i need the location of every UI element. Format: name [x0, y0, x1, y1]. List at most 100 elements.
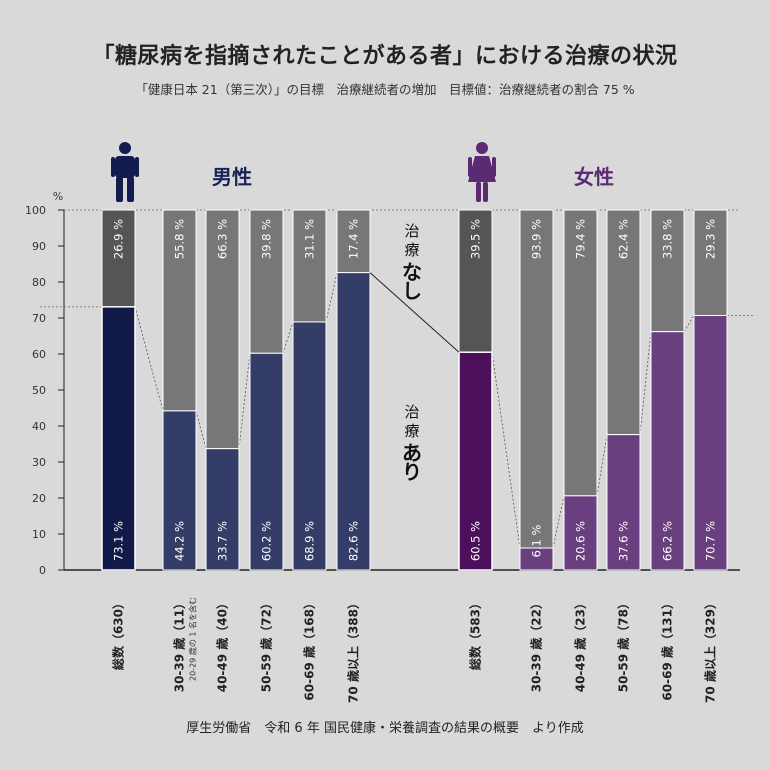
connector-line: [195, 410, 207, 449]
connector-line: [491, 352, 521, 549]
connector-line: [238, 353, 251, 449]
female-icon: [468, 142, 496, 202]
category-label: 60-69 歳（168）: [302, 597, 317, 701]
series-label-char: し: [402, 279, 422, 303]
treated-value-label: 33.7 %: [216, 521, 230, 561]
untreated-segment: [292, 209, 327, 323]
series-label-char: あ: [402, 441, 422, 465]
connector-line: [596, 434, 608, 496]
treated-segment: [336, 272, 371, 571]
female-bar-3: 20.6 % 79.4 % 40-49 歳（23）: [563, 209, 598, 692]
untreated-value-label: 26.9 %: [112, 219, 126, 259]
untreated-value-label: 39.8 %: [260, 219, 274, 259]
y-axis-unit: %: [53, 190, 63, 203]
untreated-segment: [519, 209, 554, 549]
series-label-char: り: [402, 460, 422, 484]
untreated-value-label: 17.4 %: [347, 219, 361, 259]
untreated-segment: [205, 209, 240, 450]
male-bar-1: 73.1 % 26.9 % 総数（630）: [101, 209, 136, 670]
female-heading: 女性: [574, 165, 614, 189]
connector-line: [282, 321, 294, 354]
treated-value-label: 44.2 %: [173, 521, 187, 561]
source-note: 厚生労働省 令和 6 年 国民健康・栄養調査の結果の概要 より作成: [186, 721, 584, 736]
treated-segment: [162, 410, 197, 571]
treated-segment: [563, 495, 598, 571]
untreated-value-label: 39.5 %: [469, 219, 483, 259]
treated-value-label: 6.1 %: [530, 524, 544, 557]
male-icon: [111, 142, 139, 202]
untreated-value-label: 79.4 %: [574, 219, 588, 259]
category-label: 50-59 歳（72）: [259, 597, 274, 692]
y-tick-label: 50: [32, 384, 46, 397]
untreated-segment: [563, 209, 598, 497]
treated-value-label: 60.5 %: [469, 521, 483, 561]
treated-segment: [519, 547, 554, 571]
female-bar-5: 66.2 % 33.8 % 60-69 歳（131）: [650, 209, 685, 701]
untreated-segment: [336, 209, 371, 274]
y-tick-label: 40: [32, 420, 46, 433]
male-bar-5: 68.9 % 31.1 % 60-69 歳（168）: [292, 209, 327, 701]
connector-line: [639, 331, 652, 435]
untreated-value-label: 31.1 %: [303, 219, 317, 259]
untreated-value-label: 66.3 %: [216, 219, 230, 259]
female-bar-6: 70.7 % 29.3 % 70 歳以上（329）: [693, 209, 728, 703]
category-label: 40-49 歳（23）: [573, 597, 588, 692]
y-tick-label: 70: [32, 312, 46, 325]
y-tick-label: 90: [32, 240, 46, 253]
treated-value-label: 20.6 %: [574, 521, 588, 561]
series-label-char: 治: [404, 222, 419, 240]
y-tick-label: 60: [32, 348, 46, 361]
y-tick-label: 0: [39, 564, 46, 577]
untreated-value-label: 62.4 %: [617, 219, 631, 259]
group-connector-line: [369, 272, 460, 353]
treated-segment: [205, 448, 240, 571]
category-label: 総数（583）: [468, 597, 483, 670]
untreated-segment: [249, 209, 284, 354]
female-bar-2: 6.1 % 93.9 % 30-39 歳（22）: [519, 209, 554, 692]
treated-value-label: 73.1 %: [112, 521, 126, 561]
untreated-segment: [606, 209, 641, 436]
category-label: 総数（630）: [111, 597, 126, 670]
treated-segment: [650, 331, 685, 571]
female-group: 60.5 % 39.5 % 総数（583） 6.1 % 93.9 % 30-39 歳（22…: [458, 165, 728, 703]
chart-title: 「糖尿病を指摘されたことがある者」における治療の状況: [92, 44, 678, 69]
untreated-segment: [458, 209, 493, 353]
female-bar-4: 37.6 % 62.4 % 50-59 歳（78）: [606, 209, 641, 692]
untreated-value-label: 93.9 %: [530, 219, 544, 259]
y-tick-label: 10: [32, 528, 46, 541]
series-label-char: 治: [404, 403, 419, 421]
series-label-char: な: [402, 260, 422, 284]
y-tick-label: 30: [32, 456, 46, 469]
category-label: 30-39 歳（11）: [172, 597, 187, 692]
untreated-segment: [693, 209, 728, 316]
y-tick-label: 20: [32, 492, 46, 505]
category-label: 60-69 歳（131）: [660, 597, 675, 701]
series-label-char: 療: [404, 241, 419, 259]
y-tick-label: 100: [25, 204, 46, 217]
connector-line: [683, 315, 695, 332]
treated-segment: [101, 306, 136, 571]
treated-segment: [606, 434, 641, 571]
category-label: 70 歳以上（388）: [346, 597, 361, 703]
male-bar-3: 33.7 % 66.3 % 40-49 歳（40）: [205, 209, 240, 692]
untreated-segment: [650, 209, 685, 333]
male-bar-6: 82.6 % 17.4 % 70 歳以上（388）: [336, 209, 371, 703]
untreated-value-label: 55.8 %: [173, 219, 187, 259]
untreated-segment: [101, 209, 136, 308]
connector-line: [325, 272, 338, 323]
male-bar-4: 60.2 % 39.8 % 50-59 歳（72）: [249, 209, 284, 692]
treated-value-label: 66.2 %: [661, 521, 675, 561]
treated-value-label: 68.9 %: [303, 521, 317, 561]
y-tick-label: 80: [32, 276, 46, 289]
category-label: 70 歳以上（329）: [703, 597, 718, 703]
category-label: 30-39 歳（22）: [529, 597, 544, 692]
category-label: 50-59 歳（78）: [616, 597, 631, 692]
category-note: 20-29 歳の 1 名を含む: [188, 597, 198, 681]
treated-segment: [292, 321, 327, 571]
treated-value-label: 82.6 %: [347, 521, 361, 561]
connector-line: [552, 495, 565, 549]
